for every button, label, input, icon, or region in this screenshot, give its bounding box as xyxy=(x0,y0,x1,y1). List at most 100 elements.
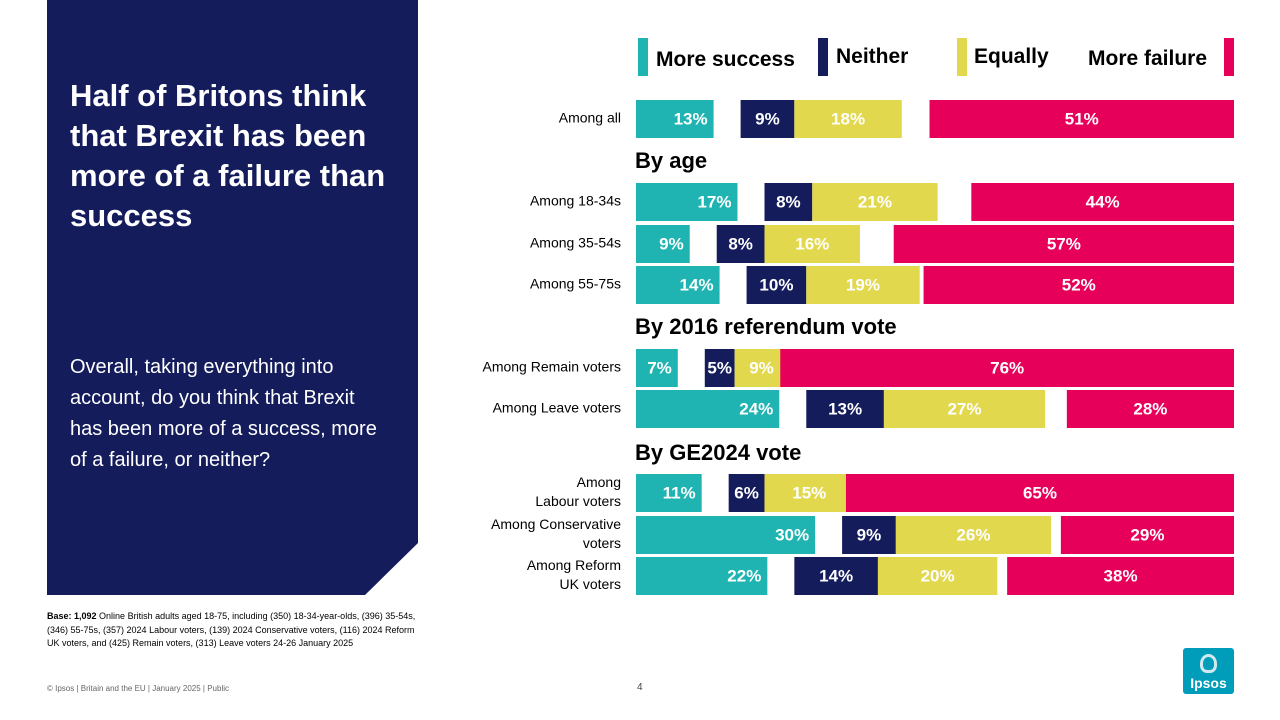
base-note-text: Online British adults aged 18-75, includ… xyxy=(47,611,416,648)
category-label: Among 55-75s xyxy=(530,276,621,292)
bar-equally xyxy=(734,349,789,387)
bar-neither xyxy=(728,474,765,512)
data-label: 10% xyxy=(759,275,793,294)
category-label: Among all xyxy=(559,110,621,126)
base-note: Base: 1,092 Online British adults aged 1… xyxy=(47,610,422,651)
data-label: 38% xyxy=(1104,566,1138,585)
data-label: 20% xyxy=(921,566,955,585)
category-label: Among Reform xyxy=(527,557,621,573)
data-label: 29% xyxy=(1130,525,1164,544)
data-label: 76% xyxy=(990,358,1024,377)
bar-more-failure xyxy=(929,100,1234,138)
legend-label-more-failure: More failure xyxy=(1088,47,1208,70)
data-label: 11% xyxy=(663,483,696,502)
data-label: 15% xyxy=(792,483,826,502)
data-label: 57% xyxy=(1047,234,1081,253)
data-label: 9% xyxy=(857,525,882,544)
group-header: By GE2024 vote xyxy=(635,440,801,465)
data-label: 13% xyxy=(674,109,708,128)
bar-equally xyxy=(794,100,902,138)
data-label: 16% xyxy=(795,234,829,253)
footer-text: © Ipsos | Britain and the EU | January 2… xyxy=(47,684,230,693)
legend-swatch-neither xyxy=(818,38,828,76)
category-label: Among Remain voters xyxy=(482,359,621,375)
logo-text: Ipsos xyxy=(1190,675,1227,691)
bar-neither xyxy=(806,390,884,428)
legend-label-neither: Neither xyxy=(836,45,909,68)
bar-more-failure xyxy=(893,225,1234,263)
category-label: Among Conservative xyxy=(491,516,621,532)
data-label: 9% xyxy=(755,109,780,128)
category-label: Among xyxy=(577,474,621,490)
bar-equally xyxy=(895,516,1052,554)
data-label: 24% xyxy=(739,399,773,418)
bar-more-failure xyxy=(1066,390,1234,428)
category-label: Among 18-34s xyxy=(530,193,621,209)
group-header: By age xyxy=(635,148,707,173)
data-label: 52% xyxy=(1062,275,1096,294)
data-label: 51% xyxy=(1065,109,1099,128)
data-label: 8% xyxy=(728,234,753,253)
data-label: 7% xyxy=(647,358,672,377)
bar-more-success xyxy=(636,474,702,512)
bar-more-failure xyxy=(1060,516,1234,554)
bar-more-failure xyxy=(923,266,1234,304)
bar-equally xyxy=(883,390,1046,428)
legend-swatch-more-failure xyxy=(1224,38,1234,76)
data-label: 26% xyxy=(956,525,990,544)
base-note-label: Base: 1,092 xyxy=(47,611,97,621)
bar-more-success xyxy=(636,349,678,387)
bar-more-success xyxy=(636,557,768,595)
bar-neither xyxy=(704,349,735,387)
bar-more-success xyxy=(636,225,690,263)
bar-equally xyxy=(764,225,861,263)
data-label: 18% xyxy=(831,109,865,128)
bar-more-failure xyxy=(780,349,1234,387)
category-label: Among Leave voters xyxy=(493,400,621,416)
bar-more-failure xyxy=(1007,557,1234,595)
data-label: 22% xyxy=(727,566,761,585)
survey-question: Overall, taking everything into account,… xyxy=(70,356,377,471)
bar-more-success xyxy=(636,183,738,221)
legend-swatch-equally xyxy=(957,38,967,76)
legend-label-equally: Equally xyxy=(974,45,1049,68)
data-label: 19% xyxy=(846,275,880,294)
bar-equally xyxy=(764,474,855,512)
data-label: 30% xyxy=(775,525,809,544)
category-label: Among 35-54s xyxy=(530,235,621,251)
title-panel xyxy=(47,0,418,595)
ipsos-logo: Ipsos xyxy=(1183,648,1234,694)
data-label: 5% xyxy=(707,358,732,377)
bar-neither xyxy=(794,557,878,595)
data-label: 14% xyxy=(819,566,853,585)
data-label: 14% xyxy=(680,275,714,294)
data-label: 44% xyxy=(1086,192,1120,211)
bar-more-success xyxy=(636,266,720,304)
bar-more-failure xyxy=(845,474,1234,512)
bar-neither xyxy=(740,100,795,138)
bar-neither xyxy=(716,225,765,263)
data-label: 13% xyxy=(828,399,862,418)
bar-equally xyxy=(877,557,998,595)
data-label: 8% xyxy=(776,192,801,211)
bar-equally xyxy=(806,266,920,304)
legend-swatch-more-success xyxy=(638,38,648,76)
data-label: 65% xyxy=(1023,483,1057,502)
data-label: 21% xyxy=(858,192,892,211)
bar-more-success xyxy=(636,516,816,554)
legend-label-more-success: More success xyxy=(656,48,795,71)
group-header: By 2016 referendum vote xyxy=(635,314,897,339)
data-label: 9% xyxy=(659,234,684,253)
bar-equally xyxy=(812,183,938,221)
bar-more-success xyxy=(636,390,780,428)
data-label: 28% xyxy=(1133,399,1167,418)
data-label: 17% xyxy=(697,192,731,211)
page-title: Half of Britons think that Brexit has be… xyxy=(70,78,386,233)
page-number: 4 xyxy=(637,682,643,693)
bar-more-failure xyxy=(971,183,1234,221)
bar-more-success xyxy=(636,100,714,138)
data-label: 6% xyxy=(734,483,759,502)
bar-neither xyxy=(842,516,896,554)
bar-neither xyxy=(764,183,813,221)
